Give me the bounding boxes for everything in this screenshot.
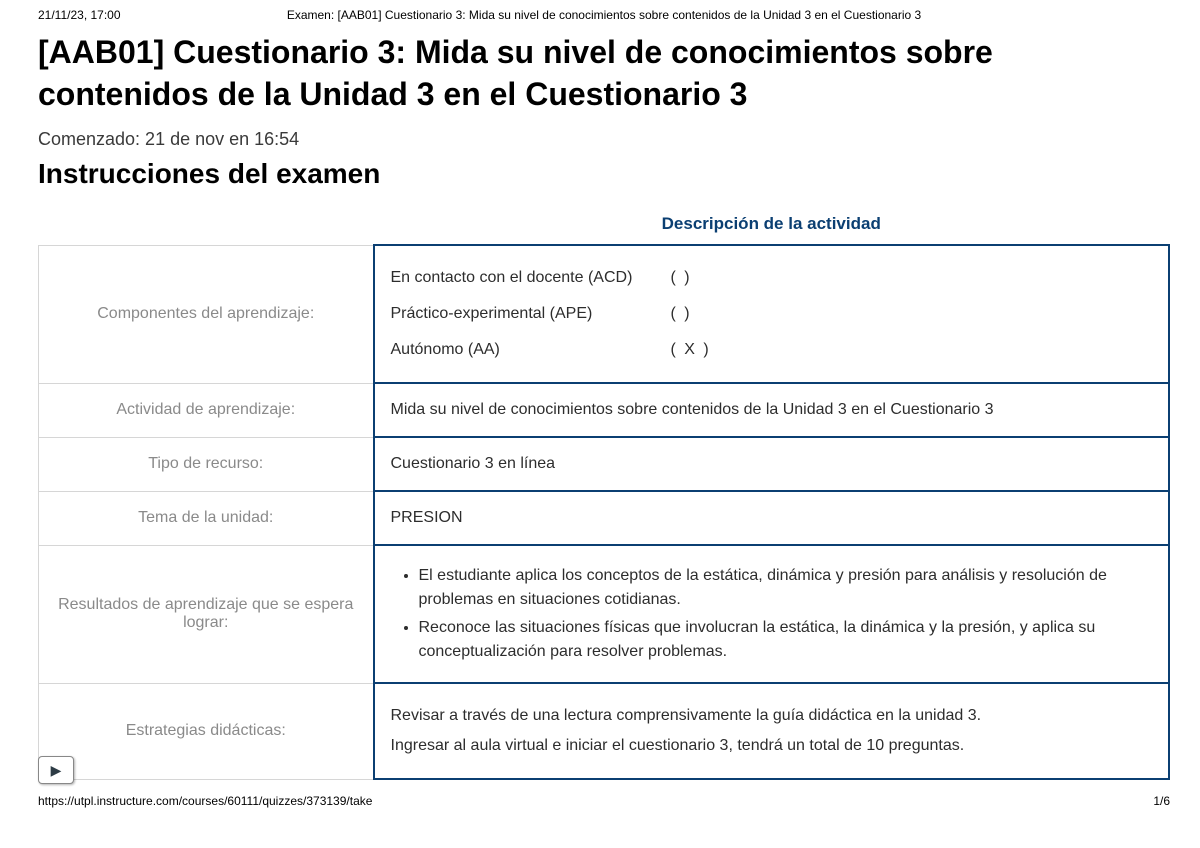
play-button[interactable]: ▶ xyxy=(38,756,74,784)
label-tipo: Tipo de recurso: xyxy=(39,437,374,491)
page-title: [AAB01] Cuestionario 3: Mida su nivel de… xyxy=(38,32,1170,115)
row-resultados: Resultados de aprendizaje que se espera … xyxy=(39,545,1170,683)
row-componentes: Componentes del aprendizaje: En contacto… xyxy=(39,245,1170,383)
row-tema: Tema de la unidad: PRESION xyxy=(39,491,1170,545)
print-timestamp: 21/11/23, 17:00 xyxy=(38,8,188,22)
print-header: 21/11/23, 17:00 Examen: [AAB01] Cuestion… xyxy=(38,8,1170,22)
print-doc-title: Examen: [AAB01] Cuestionario 3: Mida su … xyxy=(188,8,1020,22)
componente-name: En contacto con el docente (ACD) xyxy=(391,266,671,290)
estrategia-line: Ingresar al aula virtual e iniciar el cu… xyxy=(391,734,1153,758)
resultado-bullet: El estudiante aplica los conceptos de la… xyxy=(419,564,1153,612)
value-resultados: El estudiante aplica los conceptos de la… xyxy=(374,545,1170,683)
row-estrategias: Estrategias didácticas: Revisar a través… xyxy=(39,683,1170,779)
label-estrategias: Estrategias didácticas: xyxy=(39,683,374,779)
table-caption: Descripción de la actividad xyxy=(374,208,1170,245)
componente-name: Autónomo (AA) xyxy=(391,338,671,362)
resultado-bullet: Reconoce las situaciones físicas que inv… xyxy=(419,616,1153,664)
print-page: 1/6 xyxy=(1153,794,1170,808)
row-actividad: Actividad de aprendizaje: Mida su nivel … xyxy=(39,383,1170,437)
value-componentes: En contacto con el docente (ACD) ( ) Prá… xyxy=(374,245,1170,383)
play-icon: ▶ xyxy=(51,762,62,779)
componente-name: Práctico-experimental (APE) xyxy=(391,302,671,326)
value-estrategias: Revisar a través de una lectura comprens… xyxy=(374,683,1170,779)
print-url: https://utpl.instructure.com/courses/601… xyxy=(38,794,372,808)
value-tema: PRESION xyxy=(374,491,1170,545)
value-tipo: Cuestionario 3 en línea xyxy=(374,437,1170,491)
label-tema: Tema de la unidad: xyxy=(39,491,374,545)
estrategia-line: Revisar a través de una lectura comprens… xyxy=(391,704,1153,728)
label-actividad: Actividad de aprendizaje: xyxy=(39,383,374,437)
row-tipo: Tipo de recurso: Cuestionario 3 en línea xyxy=(39,437,1170,491)
activity-table: Descripción de la actividad Componentes … xyxy=(38,208,1170,780)
started-at: Comenzado: 21 de nov en 16:54 xyxy=(38,129,1170,150)
componente-mark: ( ) xyxy=(671,302,692,326)
componente-item: Práctico-experimental (APE) ( ) xyxy=(391,296,1153,332)
label-resultados: Resultados de aprendizaje que se espera … xyxy=(39,545,374,683)
print-footer: https://utpl.instructure.com/courses/601… xyxy=(38,794,1170,808)
componente-item: Autónomo (AA) ( X ) xyxy=(391,332,1153,368)
instructions-heading: Instrucciones del examen xyxy=(38,158,1170,190)
componente-item: En contacto con el docente (ACD) ( ) xyxy=(391,260,1153,296)
componente-mark: ( ) xyxy=(671,266,692,290)
label-componentes: Componentes del aprendizaje: xyxy=(39,245,374,383)
componente-mark: ( X ) xyxy=(671,338,711,362)
value-actividad: Mida su nivel de conocimientos sobre con… xyxy=(374,383,1170,437)
